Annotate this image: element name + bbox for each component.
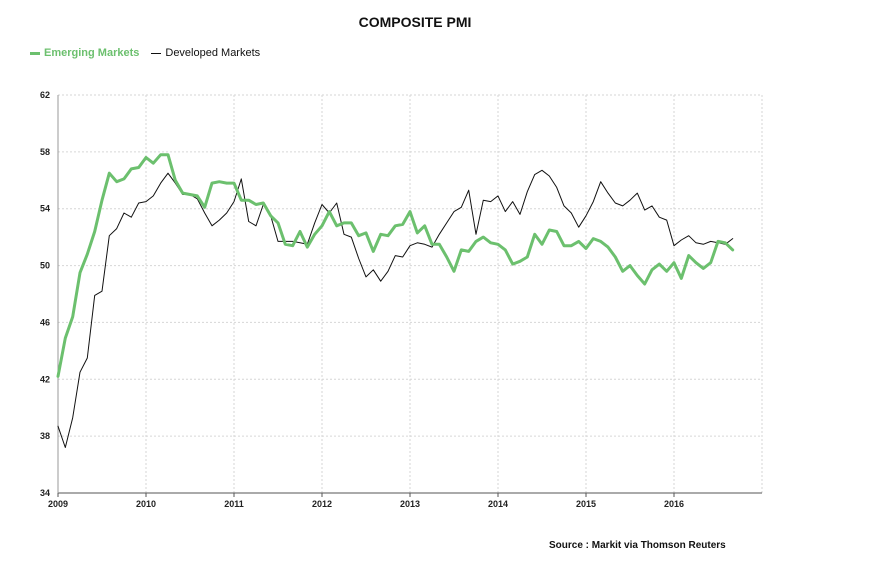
x-tick-label: 2011 (224, 499, 244, 509)
chart-title: COMPOSITE PMI (358, 14, 472, 30)
series-line-developed-markets (57, 169, 734, 448)
y-tick-label: 46 (40, 317, 50, 327)
x-tick-label: 2016 (664, 499, 684, 509)
x-tick-label: 2015 (576, 499, 596, 509)
y-tick-label: 38 (40, 431, 50, 441)
y-tick-label: 42 (40, 374, 50, 384)
series-line-emerging-markets (56, 153, 735, 378)
y-tick-label: 34 (40, 488, 50, 498)
legend-swatch-developed (151, 52, 162, 54)
x-tick-label: 2009 (48, 499, 68, 509)
x-tick-label: 2013 (400, 499, 420, 509)
x-tick-label: 2014 (488, 499, 508, 509)
y-tick-label: 58 (40, 147, 50, 157)
source-note: Source : Markit via Thomson Reuters (549, 540, 726, 551)
legend-swatch-emerging (30, 51, 40, 55)
x-tick-label: 2012 (312, 499, 332, 509)
legend-label-emerging: Emerging Markets (44, 47, 140, 59)
y-tick-label: 62 (40, 90, 50, 100)
legend-item-developed: Developed Markets (151, 47, 260, 59)
x-tick-label: 2010 (136, 499, 156, 509)
y-tick-label: 50 (40, 261, 50, 271)
y-tick-label: 54 (40, 204, 50, 214)
legend-item-emerging: Emerging Markets (30, 47, 139, 59)
legend-label-developed: Developed Markets (165, 47, 261, 59)
chart-legend: Emerging Markets Developed Markets (30, 47, 260, 59)
